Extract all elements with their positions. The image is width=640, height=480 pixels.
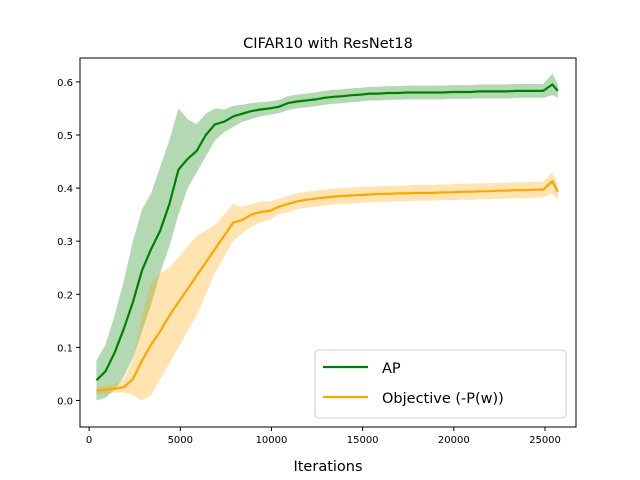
y-tick-label: 0.5 [57,131,73,142]
series-line-ap [95,83,559,382]
y-tick-label: 0.2 [57,290,73,301]
x-tick-label: 0 [86,435,92,446]
y-tick-label: 0.3 [57,237,73,248]
x-axis: 0 5000 10000 15000 20000 25000 [86,427,561,446]
x-tick-label: 15000 [347,435,379,446]
series-lines [95,83,559,392]
legend-label: AP [382,361,401,377]
chart-title: CIFAR10 with ResNet18 [243,36,413,52]
legend: AP Objective (-P(w)) [314,349,567,419]
y-tick-label: 0.1 [57,343,73,354]
confidence-bands [96,73,558,401]
x-axis-label: Iterations [293,459,362,475]
x-tick-label: 25000 [529,435,561,446]
band-objective [96,172,558,401]
x-tick-label: 20000 [438,435,470,446]
legend-label: Objective (-P(w)) [382,391,504,407]
y-tick-label: 0.6 [57,78,73,89]
y-tick-label: 0.4 [57,184,73,195]
x-tick-label: 10000 [256,435,288,446]
plot-area-frame [79,57,577,428]
y-tick-label: 0.0 [57,396,73,407]
y-axis: 0.0 0.1 0.2 0.3 0.4 0.5 0.6 [57,78,80,407]
series-line-objective [96,180,559,392]
x-tick-label: 5000 [168,435,193,446]
legend-box [314,349,567,419]
